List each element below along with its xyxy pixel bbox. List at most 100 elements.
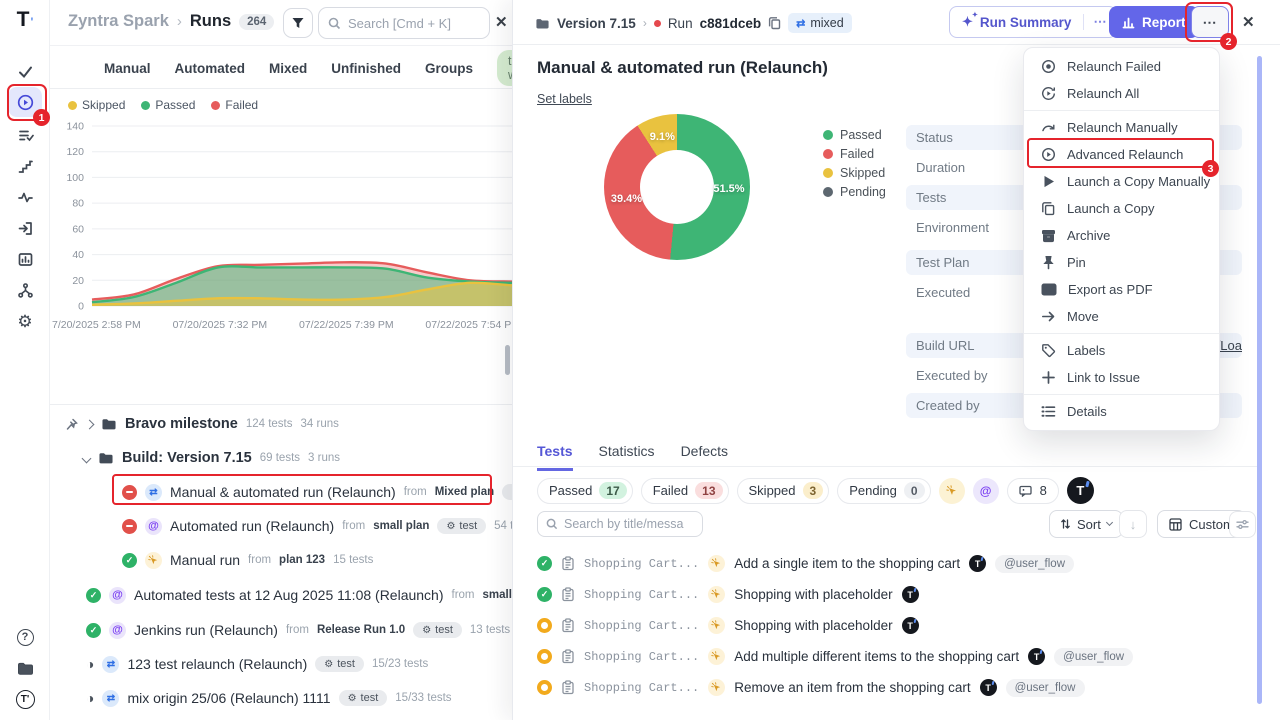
- chevron-down-icon[interactable]: [81, 453, 92, 463]
- test-row[interactable]: ✓ Shopping Cart... Shopping with placeho…: [537, 579, 1259, 610]
- sidebar-item-projects[interactable]: [8, 653, 42, 683]
- sidebar-item-analytics[interactable]: [8, 244, 42, 274]
- close-run-panel-icon[interactable]: ✕: [1242, 14, 1255, 31]
- sidebar-item-tasks[interactable]: [8, 56, 42, 86]
- set-labels-link[interactable]: Set labels: [537, 92, 592, 106]
- menu-item-details[interactable]: Details: [1024, 398, 1219, 425]
- test-row[interactable]: Shopping Cart... Shopping with placehold…: [537, 610, 1259, 641]
- menu-item-move[interactable]: Move: [1024, 303, 1219, 330]
- run-summary-button[interactable]: ✦Run Summary: [950, 11, 1083, 30]
- tag-filter-badge[interactable]: test work: [497, 50, 512, 86]
- pulse-icon: [17, 192, 33, 202]
- tab-unfinished[interactable]: Unfinished: [331, 60, 402, 76]
- breadcrumb-project[interactable]: Zyntra Spark: [68, 12, 169, 30]
- build-url-link[interactable]: /Loa: [1216, 338, 1242, 353]
- sort-button[interactable]: Sort: [1049, 510, 1123, 538]
- test-label-pill[interactable]: ⚙test: [413, 622, 462, 638]
- filter-button[interactable]: [283, 8, 313, 38]
- panel-close-icon[interactable]: ✕: [495, 14, 508, 31]
- automated-run-icon: @: [145, 517, 162, 535]
- tests-search[interactable]: [537, 511, 703, 537]
- skipped-filter-chip[interactable]: Skipped 3: [736, 477, 830, 504]
- tab-tests[interactable]: Tests: [537, 443, 573, 471]
- app-logo[interactable]: T': [16, 8, 34, 31]
- search-input[interactable]: [348, 15, 468, 31]
- manual-run-icon: [145, 551, 162, 569]
- pending-filter-chip[interactable]: Pending 0: [837, 477, 931, 504]
- gear-icon: ⚙: [347, 692, 357, 704]
- tree-row-run[interactable]: ✓ Manual run from plan 123 15 tests: [50, 545, 512, 575]
- assignee-avatar[interactable]: T: [1066, 477, 1094, 504]
- menu-item-relaunch-failed[interactable]: Relaunch Failed: [1024, 53, 1219, 80]
- menu-item-pin[interactable]: Pin: [1024, 249, 1219, 276]
- comments-filter-chip[interactable]: 8: [1006, 477, 1059, 504]
- tag-user-flow[interactable]: @user_flow: [1054, 647, 1134, 666]
- tree-row-run-selected[interactable]: ⇄ Manual & automated run (Relaunch) from…: [50, 477, 512, 507]
- tree-row-build[interactable]: Build: Version 7.15 69 tests 3 runs: [50, 443, 512, 473]
- breadcrumb-separator: ›: [176, 13, 182, 30]
- tree-row-milestone[interactable]: Bravo milestone 124 tests 34 runs: [50, 409, 512, 439]
- tree-row-run[interactable]: ✓ @ Automated tests at 12 Aug 2025 11:08…: [50, 580, 512, 610]
- sidebar-item-profile[interactable]: T': [8, 684, 42, 714]
- manual-filter-chip[interactable]: [938, 477, 965, 504]
- filter-settings-button[interactable]: [1229, 511, 1256, 538]
- breadcrumb-folder[interactable]: Version 7.15: [557, 15, 636, 31]
- run-summary-more-button[interactable]: ⋯: [1083, 14, 1116, 30]
- tag-user-flow[interactable]: @user_flow: [995, 554, 1075, 573]
- left-scrollbar[interactable]: [505, 345, 510, 375]
- manual-test-icon: [708, 679, 726, 696]
- test-label-pill[interactable]: ⚙test: [315, 656, 364, 672]
- sidebar-item-milestones[interactable]: [8, 151, 42, 181]
- tab-groups[interactable]: Groups: [425, 60, 474, 76]
- sidebar-item-test-plans[interactable]: [8, 120, 42, 150]
- test-row[interactable]: ✓ Shopping Cart... Add a single item to …: [537, 548, 1259, 579]
- menu-item-advanced-relaunch[interactable]: Advanced Relaunch: [1024, 141, 1219, 168]
- tab-manual[interactable]: Manual: [104, 60, 151, 76]
- menu-item-relaunch-all[interactable]: Relaunch All: [1024, 80, 1219, 107]
- tree-row-run[interactable]: ◑ ⇄ 123 test relaunch (Relaunch) ⚙ test 1…: [86, 655, 429, 673]
- pending-dot-icon: [823, 187, 833, 197]
- skipped-dot-icon: [823, 168, 833, 178]
- tab-mixed[interactable]: Mixed: [269, 60, 308, 76]
- test-row[interactable]: Shopping Cart... Remove an item from the…: [537, 672, 1259, 703]
- tab-statistics[interactable]: Statistics: [598, 443, 655, 459]
- test-label-pill[interactable]: ⚙test: [437, 518, 487, 534]
- sidebar-item-pulse[interactable]: [8, 182, 42, 212]
- runs-count-badge: 264: [239, 13, 275, 30]
- relaunch-all-icon: [1042, 86, 1055, 100]
- tab-defects[interactable]: Defects: [680, 443, 729, 459]
- sidebar-item-imports[interactable]: [8, 213, 42, 243]
- menu-item-link-to-issue[interactable]: Link to Issue: [1024, 364, 1219, 391]
- tag-user-flow[interactable]: @user_flow: [1005, 678, 1085, 697]
- sidebar-item-branches[interactable]: [8, 275, 42, 305]
- sidebar-item-runs[interactable]: [8, 87, 42, 117]
- move-down-button[interactable]: ↓: [1119, 510, 1147, 538]
- menu-item-labels[interactable]: Labels: [1024, 337, 1219, 364]
- funnel-icon: [292, 18, 304, 28]
- tab-automated[interactable]: Automated: [174, 60, 246, 76]
- sidebar-item-help[interactable]: ?: [8, 622, 42, 652]
- passed-filter-chip[interactable]: Passed 17: [537, 477, 633, 504]
- right-scrollbar[interactable]: [1257, 56, 1262, 704]
- tests-search-input[interactable]: [564, 517, 684, 531]
- menu-item-launch-copy[interactable]: Launch a Copy: [1024, 195, 1219, 222]
- run-actions-menu-button[interactable]: ⋯: [1191, 6, 1229, 38]
- failed-filter-chip[interactable]: Failed 13: [640, 477, 729, 504]
- menu-item-relaunch-manually[interactable]: Relaunch Manually: [1024, 114, 1219, 141]
- global-search[interactable]: [318, 7, 490, 39]
- tree-row-run[interactable]: @ Automated run (Relaunch) from small pl…: [50, 511, 512, 541]
- test-row[interactable]: Shopping Cart... Add multiple different …: [537, 641, 1259, 672]
- tree-row-run[interactable]: ◑ ⇄ mix origin 25/06 (Relaunch) 1111 ⚙ te…: [86, 689, 452, 707]
- menu-item-launch-copy-manually[interactable]: Launch a Copy Manually: [1024, 168, 1219, 195]
- chevron-right-icon[interactable]: [84, 419, 95, 429]
- report-button[interactable]: Report: [1109, 6, 1199, 38]
- test-label-pill[interactable]: ⚙test: [338, 690, 388, 706]
- sidebar-item-settings[interactable]: ⚙: [8, 306, 42, 336]
- test-label-pill[interactable]: ⚙test: [502, 484, 512, 500]
- menu-item-export-pdf[interactable]: PDF Export as PDF: [1024, 276, 1219, 303]
- field-duration: Duration: [916, 160, 966, 175]
- copy-icon[interactable]: [768, 16, 781, 30]
- automated-filter-chip[interactable]: @: [972, 477, 999, 504]
- tree-row-run[interactable]: ✓ @ Jenkins run (Relaunch) from Release …: [50, 615, 512, 645]
- menu-item-archive[interactable]: Archive: [1024, 222, 1219, 249]
